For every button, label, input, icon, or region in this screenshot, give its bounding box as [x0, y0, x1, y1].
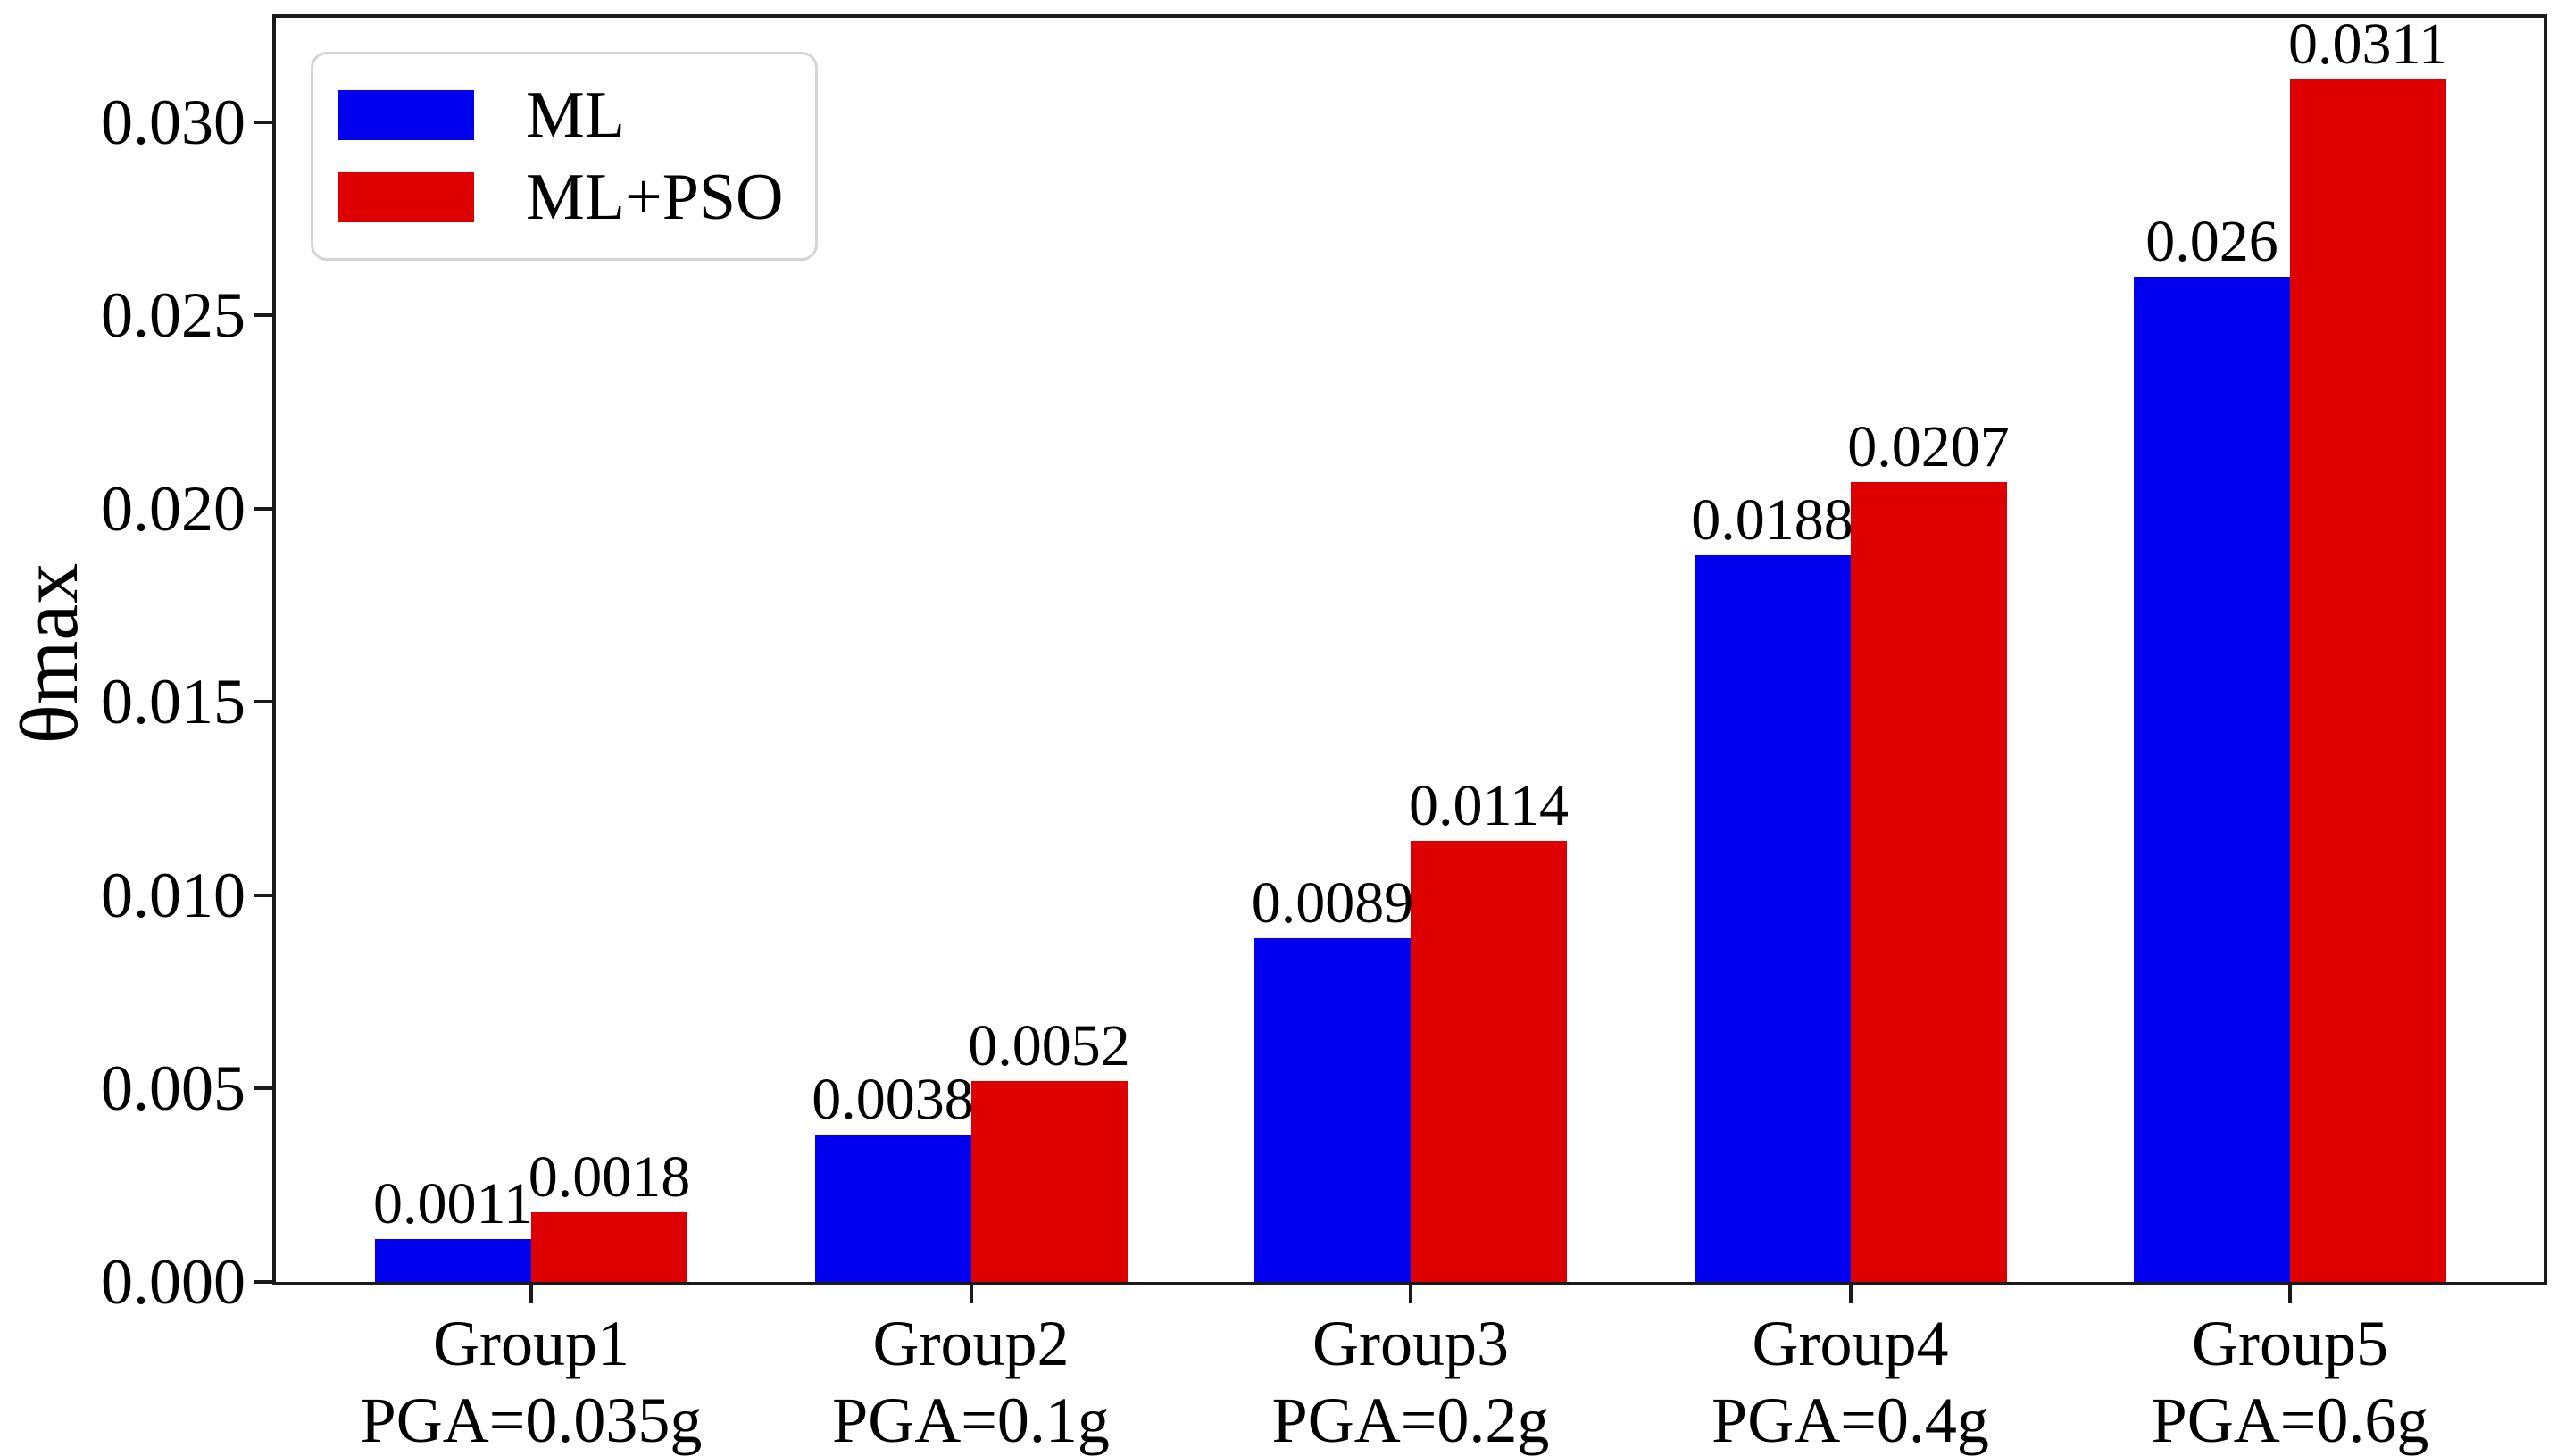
bar-ml-group2 [814, 1135, 971, 1282]
bar-value-label: 0.0207 [1847, 413, 2010, 479]
y-tick-mark [254, 893, 272, 897]
bar-ml-pso-group1 [531, 1212, 687, 1282]
bar-ml-pso-group3 [1411, 841, 1567, 1282]
x-tick-label-line2: PGA=0.6g [2151, 1385, 2429, 1456]
x-tick-label-line2: PGA=0.4g [1711, 1385, 1989, 1456]
bar-value-label: 0.026 [2145, 209, 2278, 275]
x-tick-label-line1: Group3 [1312, 1308, 1509, 1379]
x-tick-label-group4: Group4 PGA=0.4g [1601, 1305, 2101, 1456]
y-tick-label: 0.030 [101, 86, 246, 158]
bar-ml-pso-group4 [1850, 481, 2007, 1282]
x-tick-mark [2288, 1285, 2292, 1303]
y-tick-mark [254, 1280, 272, 1284]
bar-value-label: 0.0114 [1408, 773, 1570, 839]
y-tick-mark [254, 1086, 272, 1091]
bar-value-label: 0.0188 [1691, 487, 1853, 553]
bar-value-label: 0.0011 [372, 1171, 534, 1237]
legend-item-ml-pso: ML+PSO [338, 164, 815, 230]
y-tick-label: 0.025 [101, 279, 246, 352]
legend-label-ml: ML [526, 79, 625, 152]
bar-value-label: 0.0018 [528, 1144, 691, 1211]
x-tick-label-line2: PGA=0.2g [1271, 1385, 1550, 1456]
bar-ml-group5 [2134, 277, 2290, 1282]
legend-item-ml: ML [338, 82, 815, 148]
x-tick-label-line2: PGA=0.035g [360, 1385, 703, 1456]
x-tick-label-group1: Group1 PGA=0.035g [281, 1305, 781, 1456]
legend-label-ml-pso: ML+PSO [526, 161, 784, 234]
x-tick-label-line1: Group4 [1752, 1308, 1949, 1379]
bar-ml-group1 [375, 1239, 531, 1282]
bar-value-label: 0.0052 [968, 1012, 1130, 1078]
y-tick-mark [254, 120, 272, 124]
bar-ml-group3 [1254, 937, 1411, 1282]
bar-ml-pso-group2 [970, 1080, 1128, 1282]
x-tick-label-line1: Group2 [872, 1308, 1070, 1379]
y-tick-label: 0.005 [101, 1052, 246, 1125]
bar-value-label: 0.0089 [1251, 869, 1414, 936]
bar-value-label: 0.0038 [812, 1067, 974, 1133]
legend: ML ML+PSO [311, 52, 818, 261]
x-tick-label-group3: Group3 PGA=0.2g [1161, 1305, 1661, 1456]
x-tick-label-line1: Group5 [2192, 1308, 2388, 1379]
y-tick-label: 0.020 [101, 472, 246, 545]
y-tick-label: 0.015 [101, 666, 246, 738]
y-tick-label: 0.010 [101, 859, 246, 931]
y-tick-mark [254, 313, 272, 318]
x-tick-mark [969, 1285, 973, 1303]
legend-swatch-ml-pso [338, 172, 474, 222]
bar-ml-group4 [1694, 554, 1851, 1282]
bar-value-label: 0.0311 [2287, 12, 2449, 78]
bar-ml-pso-group5 [2290, 79, 2446, 1282]
x-tick-mark [1848, 1285, 1853, 1303]
y-tick-mark [254, 700, 272, 704]
x-tick-label-group5: Group5 PGA=0.6g [2040, 1305, 2540, 1456]
y-tick-mark [254, 506, 272, 511]
legend-swatch-ml [338, 90, 474, 140]
y-tick-label: 0.000 [101, 1246, 246, 1318]
x-tick-mark [529, 1285, 533, 1303]
x-tick-label-line2: PGA=0.1g [832, 1385, 1110, 1456]
x-tick-label-line1: Group1 [433, 1308, 629, 1379]
x-tick-mark [1409, 1285, 1412, 1303]
x-tick-label-group2: Group2 PGA=0.1g [721, 1305, 1221, 1456]
